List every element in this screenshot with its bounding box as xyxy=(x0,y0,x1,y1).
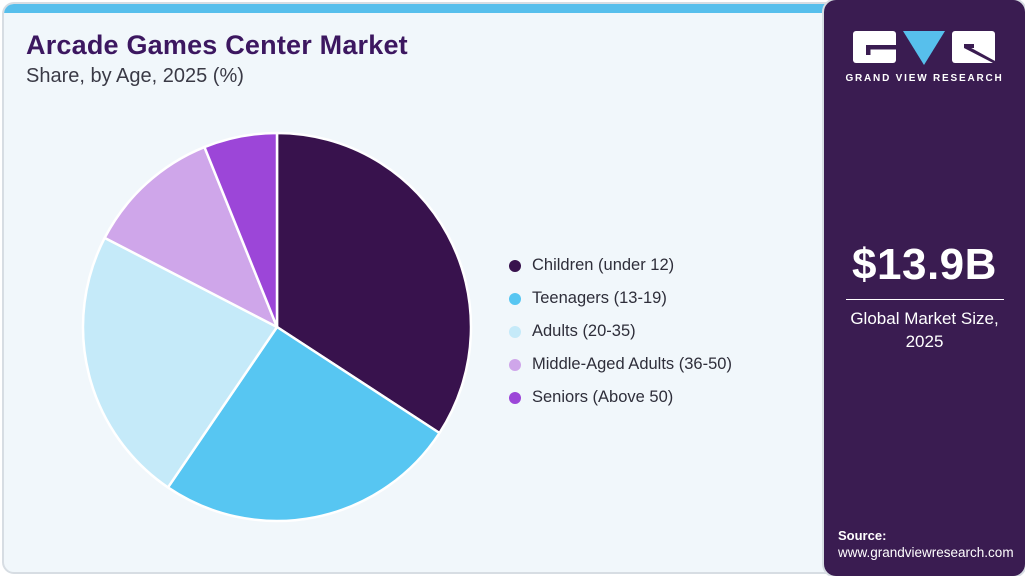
market-size-block: $13.9B Global Market Size, 2025 xyxy=(824,240,1025,354)
legend-dot-icon xyxy=(509,292,521,305)
source-url: www.grandviewresearch.com xyxy=(838,545,1014,560)
legend-dot-icon xyxy=(509,391,521,404)
legend-label: Children (under 12) xyxy=(532,256,675,274)
chart-legend: Children (under 12) Teenagers (13-19) Adul… xyxy=(509,249,732,414)
brand-logo: GRAND VIEW RESEARCH xyxy=(845,28,1003,84)
page-title: Arcade Games Center Market xyxy=(26,30,408,60)
pie-chart-svg xyxy=(81,131,473,523)
legend-item-0: Children (under 12) xyxy=(509,249,732,282)
pie-slice-2 xyxy=(81,236,279,489)
legend-dot-icon xyxy=(509,358,521,371)
brand-name: GRAND VIEW RESEARCH xyxy=(845,73,1004,84)
page-subtitle: Share, by Age, 2025 (%) xyxy=(26,65,244,87)
gvr-logo-icon xyxy=(853,31,996,65)
pie-slice-3 xyxy=(103,145,279,329)
header: Arcade Games Center Market Share, by Age… xyxy=(26,30,408,88)
legend-dot-icon xyxy=(509,259,521,272)
pie-slice-1 xyxy=(166,325,441,523)
pie-slice-4 xyxy=(203,131,279,329)
legend-label: Middle-Aged Adults (36-50) xyxy=(532,355,732,373)
market-size-value: $13.9B xyxy=(852,240,997,289)
legend-item-4: Seniors (Above 50) xyxy=(509,381,732,414)
legend-label: Teenagers (13-19) xyxy=(532,289,667,307)
legend-item-2: Adults (20-35) xyxy=(509,315,732,348)
sidebar: GRAND VIEW RESEARCH $13.9B Global Market… xyxy=(824,0,1025,576)
legend-item-3: Middle-Aged Adults (36-50) xyxy=(509,348,732,381)
legend-item-1: Teenagers (13-19) xyxy=(509,282,732,315)
market-size-label: Global Market Size, 2025 xyxy=(850,309,999,351)
legend-label: Seniors (Above 50) xyxy=(532,388,674,406)
legend-label: Adults (20-35) xyxy=(532,322,636,340)
source-block: Source: www.grandviewresearch.com xyxy=(838,528,1014,560)
legend-dot-icon xyxy=(509,325,521,338)
top-accent-strip xyxy=(4,4,844,13)
pie-chart xyxy=(81,131,473,523)
market-size-divider xyxy=(845,299,1004,300)
source-label: Source: xyxy=(838,528,887,543)
